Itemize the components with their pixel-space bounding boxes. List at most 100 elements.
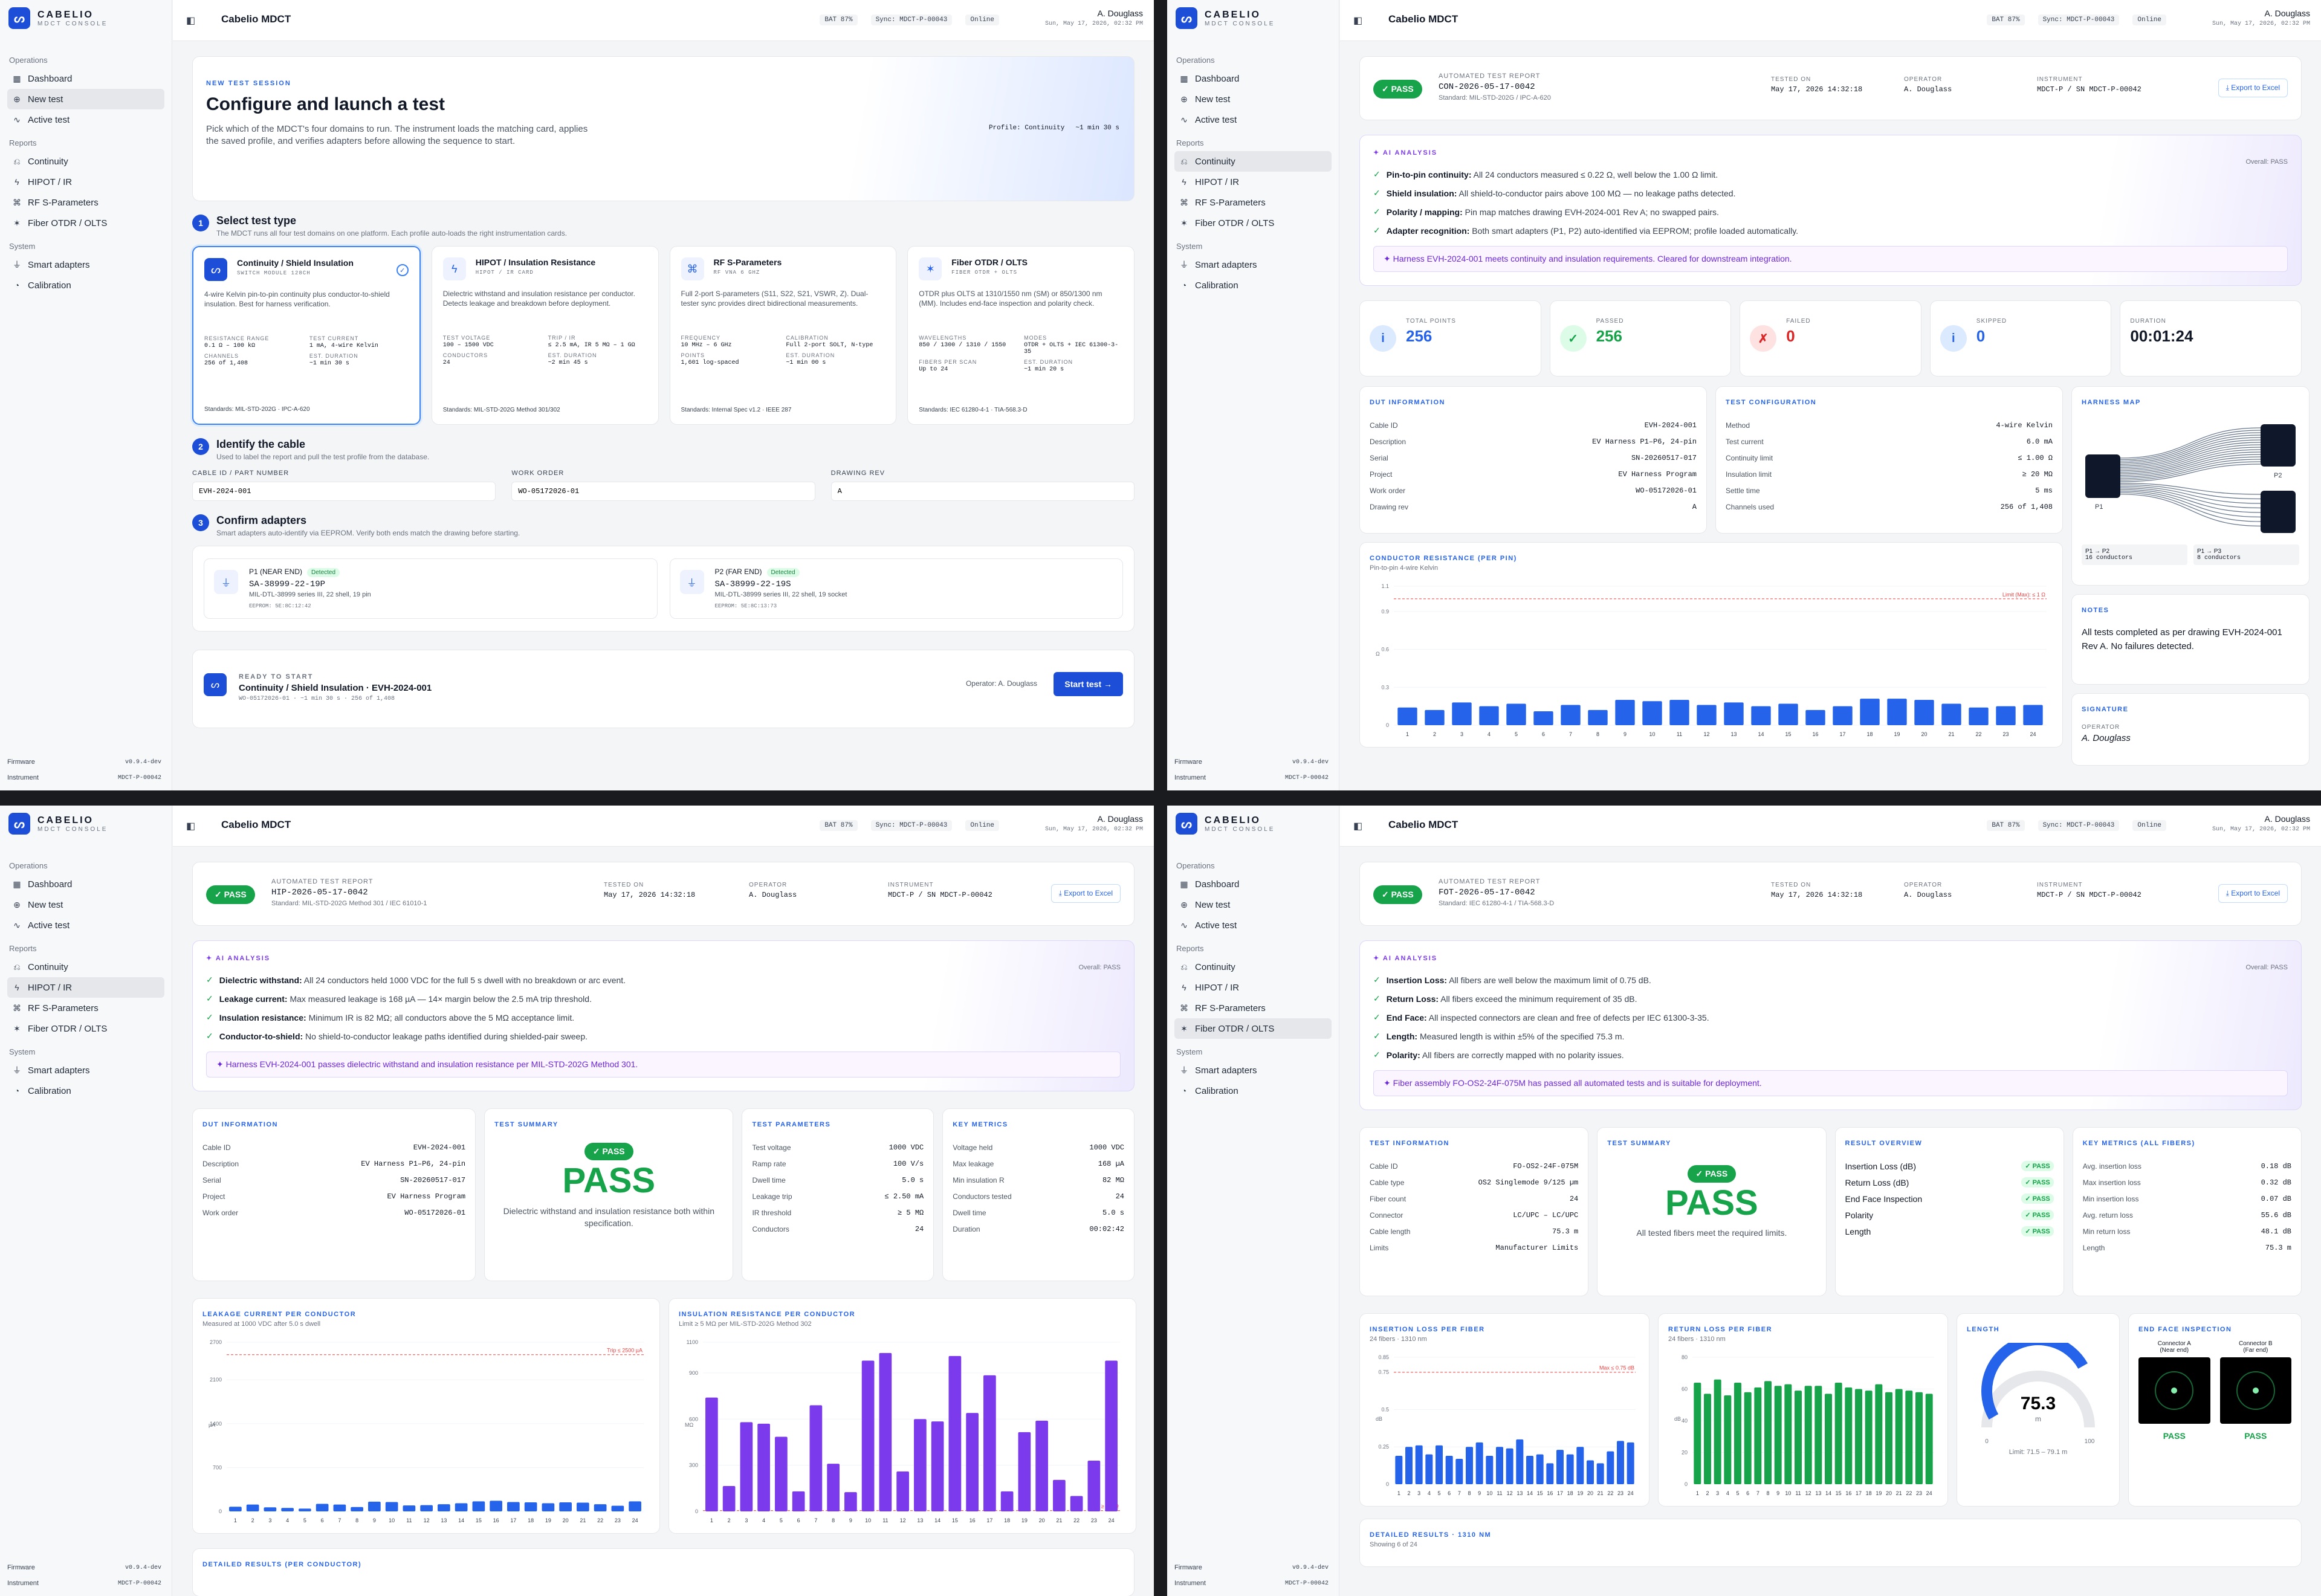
step-sub: Smart adapters auto-identify via EEPROM.… (216, 529, 520, 537)
export-excel-button[interactable]: ⤓ Export to Excel (1050, 884, 1121, 903)
sidebar-item-label: Calibration (28, 1085, 71, 1096)
drawing-rev-field[interactable] (830, 482, 1135, 501)
sidebar-item-calibration[interactable]: ◔ Calibration (7, 1081, 164, 1101)
sidebar-item-fiber[interactable]: ✶ Fiber OTDR / OLTS (7, 1018, 164, 1039)
sidebar-item-rf[interactable]: ⌘ RF S-Parameters (1174, 192, 1332, 213)
sidebar-item-continuity[interactable]: ⎌ Continuity (7, 957, 164, 977)
sidebar-item-dashboard[interactable]: ▦ Dashboard (7, 874, 164, 894)
sidebar-item-continuity[interactable]: ⎌ Continuity (1174, 957, 1332, 977)
x-tick-label: 10 (1785, 1490, 1791, 1496)
sidebar-toggle-icon[interactable]: ◧ (1353, 821, 1363, 832)
sidebar-item-new-test[interactable]: ⊕ New test (1174, 894, 1332, 915)
ai-label: AI ANALYSIS (215, 955, 271, 962)
finding-text: All 24 conductors measured ≤ 0.22 Ω, wel… (1473, 169, 1718, 179)
row-key: Cable type (1370, 1178, 1405, 1187)
sidebar-item-fiber[interactable]: ✶ Fiber OTDR / OLTS (1174, 213, 1332, 233)
panel-sub: 24 fibers · 1310 nm (1370, 1336, 1427, 1343)
user-info[interactable]: A. Douglass Sun, May 17, 2026, 02:32 PM (1045, 8, 1143, 27)
type-title: Fiber OTDR / OLTS (951, 257, 1028, 267)
sidebar-item-dashboard[interactable]: ▦ Dashboard (7, 68, 164, 89)
sidebar-toggle-icon[interactable]: ◧ (186, 821, 196, 832)
sidebar-item-calibration[interactable]: ◔ Calibration (1174, 275, 1332, 296)
x-tick-label: 24 (1628, 1490, 1634, 1496)
pass-badge: ✓ PASS (1373, 885, 1422, 904)
meta-value: MDCT-P / SN MDCT-P-00042 (2037, 891, 2141, 899)
sidebar-item-new-test[interactable]: ⊕ New test (1174, 89, 1332, 109)
y-tick-label: 0.3 (1381, 684, 1389, 690)
sidebar-item-fiber[interactable]: ✶ Fiber OTDR / OLTS (1174, 1018, 1332, 1039)
harness-wire (2120, 494, 2261, 527)
x-tick-label: 16 (493, 1517, 499, 1523)
user-info[interactable]: A. Douglass Sun, May 17, 2026, 02:32 PM (1045, 814, 1143, 833)
export-excel-button[interactable]: ⤓ Export to Excel (2218, 79, 2288, 97)
sidebar-item-smart-adapters[interactable]: ⏚ Smart adapters (1174, 1060, 1332, 1081)
panel-title: END FACE INSPECTION (2138, 1326, 2232, 1333)
stat-label: FAILED (1786, 318, 1811, 325)
x-tick-label: 11 (1795, 1490, 1801, 1496)
sidebar-item-smart-adapters[interactable]: ⏚ Smart adapters (7, 254, 164, 275)
instrument-meta: INSTRUMENT MDCT-P / SN MDCT-P-00042 (2037, 76, 2141, 94)
row-value: 24 (914, 1224, 924, 1233)
chart-bar (1778, 703, 1798, 725)
stat-duration: DURATION 00:01:24 (2120, 300, 2302, 376)
app-title: Cabelio MDCT (221, 13, 291, 25)
type-title: Continuity / Shield Insulation (237, 258, 354, 268)
step-number: 2 (192, 438, 209, 455)
sidebar-item-smart-adapters[interactable]: ⏚ Smart adapters (7, 1060, 164, 1081)
plug-icon: ⏚ (1180, 1065, 1188, 1075)
sidebar-toggle-icon[interactable]: ◧ (1353, 16, 1363, 26)
sidebar-item-rf[interactable]: ⌘ RF S-Parameters (7, 192, 164, 213)
sidebar-item-smart-adapters[interactable]: ⏚ Smart adapters (1174, 254, 1332, 275)
x-tick-label: 17 (510, 1517, 516, 1523)
sidebar-item-calibration[interactable]: ◔ Calibration (7, 275, 164, 296)
sidebar-item-continuity[interactable]: ⎌ Continuity (1174, 151, 1332, 172)
x-tick-label: 8 (1766, 1490, 1769, 1496)
sidebar-item-label: Dashboard (1195, 73, 1240, 84)
sidebar-item-calibration[interactable]: ◔ Calibration (1174, 1081, 1332, 1101)
user-info[interactable]: A. Douglass Sun, May 17, 2026, 02:32 PM (2212, 814, 2310, 833)
adapter-p1[interactable]: ⏚ P1 (NEAR END) Detected SA-38999-22-19P MIL… (204, 558, 658, 619)
sidebar-item-new-test[interactable]: ⊕ New test (7, 894, 164, 915)
sidebar-item-dashboard[interactable]: ▦ Dashboard (1174, 68, 1332, 89)
x-tick-label: 16 (970, 1517, 976, 1523)
x-tick-label: 9 (849, 1517, 852, 1523)
export-excel-button[interactable]: ⤓ Export to Excel (2218, 884, 2288, 903)
adapter-eeprom: EEPROM: 5E:8C:13:73 (714, 603, 777, 609)
sidebar-item-rf[interactable]: ⌘ RF S-Parameters (1174, 998, 1332, 1018)
sidebar-item-active-test[interactable]: ∿ Active test (7, 109, 164, 130)
sidebar-item-rf[interactable]: ⌘ RF S-Parameters (7, 998, 164, 1018)
sidebar-item-dashboard[interactable]: ▦ Dashboard (1174, 874, 1332, 894)
test-type-card[interactable]: ᔕ ✓ Continuity / Shield Insulation SWITC… (192, 246, 421, 425)
start-test-button[interactable]: Start test → (1054, 672, 1123, 696)
sidebar-item-new-test[interactable]: ⊕ New test (7, 89, 164, 109)
chart-bar (1018, 1432, 1031, 1511)
sidebar-item-active-test[interactable]: ∿ Active test (1174, 915, 1332, 935)
firmware-version: v0.9.4-dev (125, 758, 161, 766)
chart-bar (757, 1423, 770, 1511)
test-type-card[interactable]: ⌘ RF S-Parameters RF VNA 6 GHZ Full 2-po… (669, 246, 897, 425)
sidebar-item-hipot[interactable]: ϟ HIPOT / IR (7, 977, 164, 998)
gauge-min: 0 (1985, 1438, 1989, 1445)
map-route-count: 8 conductors (2197, 555, 2241, 561)
work-order-field[interactable] (511, 482, 815, 501)
type-key: FIBERS PER SCAN (919, 359, 977, 365)
nav-group-system: System (1176, 1047, 1203, 1056)
cable-id-field[interactable] (192, 482, 496, 501)
check-icon: ✓ (1373, 225, 1381, 235)
user-info[interactable]: A. Douglass Sun, May 17, 2026, 02:32 PM (2212, 8, 2310, 27)
sidebar-item-hipot[interactable]: ϟ HIPOT / IR (1174, 172, 1332, 192)
chart-bar (1704, 1394, 1711, 1484)
sidebar-item-fiber[interactable]: ✶ Fiber OTDR / OLTS (7, 213, 164, 233)
sidebar-item-active-test[interactable]: ∿ Active test (1174, 109, 1332, 130)
test-type-card[interactable]: ✶ Fiber OTDR / OLTS FIBER OTDR + OLTS OT… (907, 246, 1135, 425)
test-type-card[interactable]: ϟ HIPOT / Insulation Resistance HIPOT / … (431, 246, 659, 425)
adapter-p2[interactable]: ⏚ P2 (FAR END) Detected SA-38999-22-19S MIL-… (669, 558, 1123, 619)
sidebar-item-active-test[interactable]: ∿ Active test (7, 915, 164, 935)
pass-badge: ✓ PASS (584, 1143, 633, 1160)
sidebar-item-hipot[interactable]: ϟ HIPOT / IR (1174, 977, 1332, 998)
sidebar-item-continuity[interactable]: ⎌ Continuity (7, 151, 164, 172)
row-value: EV Harness Program (1618, 470, 1697, 479)
sidebar-item-hipot[interactable]: ϟ HIPOT / IR (7, 172, 164, 192)
sidebar-toggle-icon[interactable]: ◧ (186, 16, 196, 26)
chart-bar (490, 1501, 502, 1511)
